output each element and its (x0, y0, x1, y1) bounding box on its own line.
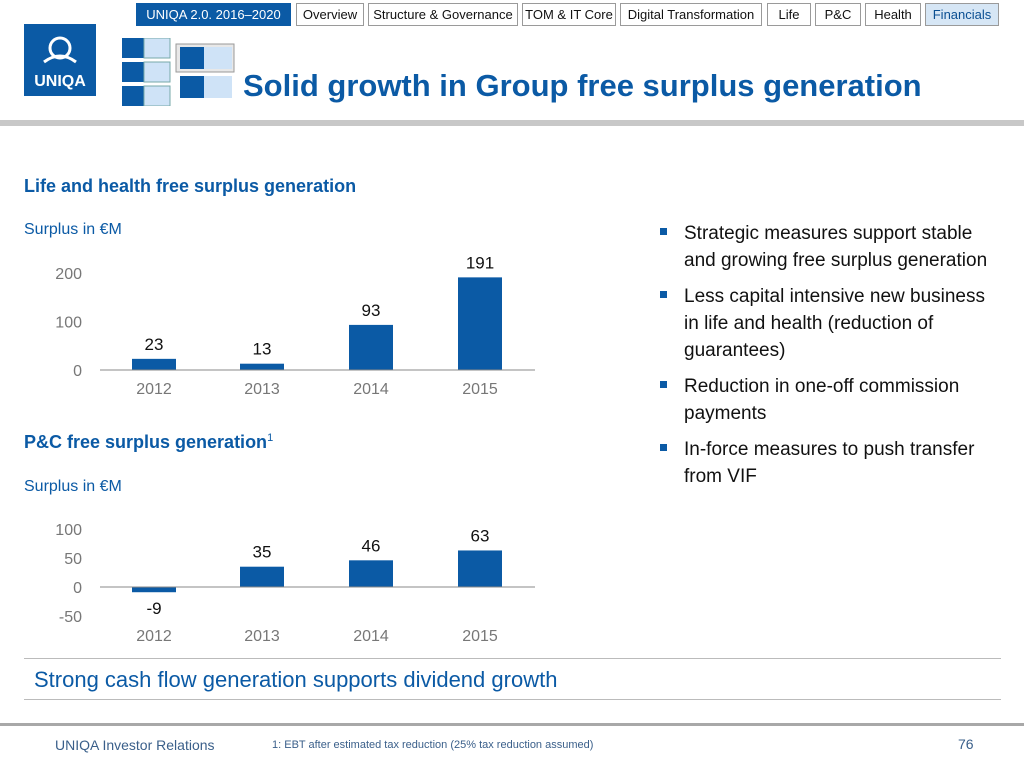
chart2-unit-label: Surplus in €M (24, 478, 122, 495)
bullet-square-icon (660, 381, 667, 388)
chart1-title: Life and health free surplus generation (24, 176, 357, 196)
bullet-square-icon (660, 444, 667, 451)
bullet-text: In-force measures to push transfer from … (684, 439, 975, 487)
footer-divider (0, 723, 1024, 726)
y-tick-label: -50 (59, 609, 82, 626)
nav-primary-tab[interactable]: UNIQA 2.0. 2016–2020 (136, 3, 291, 26)
bullet-square-icon (660, 228, 667, 235)
x-tick-label: 2014 (353, 381, 389, 398)
x-tick-label: 2013 (244, 628, 280, 645)
bullet-item: Strategic measures support stable and gr… (660, 220, 990, 274)
data-label: 23 (145, 335, 164, 354)
bar (240, 363, 284, 370)
nav-tab-tom-it-core[interactable]: TOM & IT Core (522, 3, 616, 26)
uniqa-logo: UNIQA (24, 24, 96, 96)
data-label: 63 (471, 526, 490, 545)
bar (132, 587, 176, 593)
nav-tab-digital-transformation[interactable]: Digital Transformation (620, 3, 762, 26)
data-label: 191 (466, 253, 494, 272)
bullet-list: Strategic measures support stable and gr… (660, 220, 990, 490)
footer-left: UNIQA Investor Relations (55, 737, 215, 753)
nav-tab-pc[interactable]: P&C (815, 3, 861, 26)
nav-tab-life[interactable]: Life (767, 3, 811, 26)
x-tick-label: 2015 (462, 628, 498, 645)
nav-tab-financials[interactable]: Financials (925, 3, 999, 26)
bar-charts: 0 100 200 23 2012 13 2013 93 2014 191 2015 -50 0 50 10… (55, 253, 535, 645)
data-label: -9 (146, 599, 161, 618)
page-number: 76 (958, 736, 974, 752)
bullet-text: Less capital intensive new business in l… (684, 286, 986, 361)
footnote: 1: EBT after estimated tax reduction (25… (272, 739, 594, 751)
logo-text: UNIQA (34, 73, 86, 90)
bar (349, 324, 393, 370)
bar (240, 566, 284, 587)
page-title: Solid growth in Group free surplus gener… (243, 68, 922, 103)
bullet-square-icon (660, 291, 667, 298)
bullet-text: Reduction in one-off commission payments (684, 376, 960, 424)
x-tick-label: 2015 (462, 381, 498, 398)
nav-tab-overview[interactable]: Overview (296, 3, 364, 26)
y-tick-label: 0 (73, 580, 82, 597)
bar (458, 550, 502, 587)
bar (349, 560, 393, 587)
x-tick-label: 2014 (353, 628, 389, 645)
y-tick-label: 100 (55, 522, 82, 539)
bullet-item: In-force measures to push transfer from … (660, 436, 990, 490)
logo-mark-icon (43, 36, 77, 64)
bullet-text: Strategic measures support stable and gr… (684, 223, 988, 271)
conclusion-top-rule (24, 658, 1001, 659)
data-label: 93 (362, 301, 381, 320)
data-label: 13 (253, 340, 272, 359)
chart2-title-text: P&C free surplus generation (24, 432, 268, 452)
x-tick-label: 2012 (136, 628, 172, 645)
y-tick-label: 50 (64, 551, 82, 568)
y-tick-label: 0 (73, 363, 82, 380)
bullet-item: Reduction in one-off commission payments (660, 373, 990, 427)
bar (458, 277, 502, 370)
conclusion-text: Strong cash flow generation supports div… (34, 667, 558, 692)
chart2-title: P&C free surplus generation1 (24, 432, 273, 453)
conclusion-bottom-rule (24, 699, 1001, 700)
header-divider (0, 120, 1024, 126)
data-label: 46 (362, 536, 381, 555)
bullet-item: Less capital intensive new business in l… (660, 283, 990, 364)
nav-tab-health[interactable]: Health (865, 3, 921, 26)
nav-tab-structure-governance[interactable]: Structure & Governance (368, 3, 518, 26)
y-tick-label: 200 (55, 266, 82, 283)
data-label: 35 (253, 543, 272, 562)
footnote-marker: 1 (267, 432, 274, 444)
bar (132, 358, 176, 370)
navigation-thumbnail-diagram (122, 38, 235, 106)
y-tick-label: 100 (55, 315, 82, 332)
chart1-unit-label: Surplus in €M (24, 221, 122, 238)
x-tick-label: 2013 (244, 381, 280, 398)
x-tick-label: 2012 (136, 381, 172, 398)
